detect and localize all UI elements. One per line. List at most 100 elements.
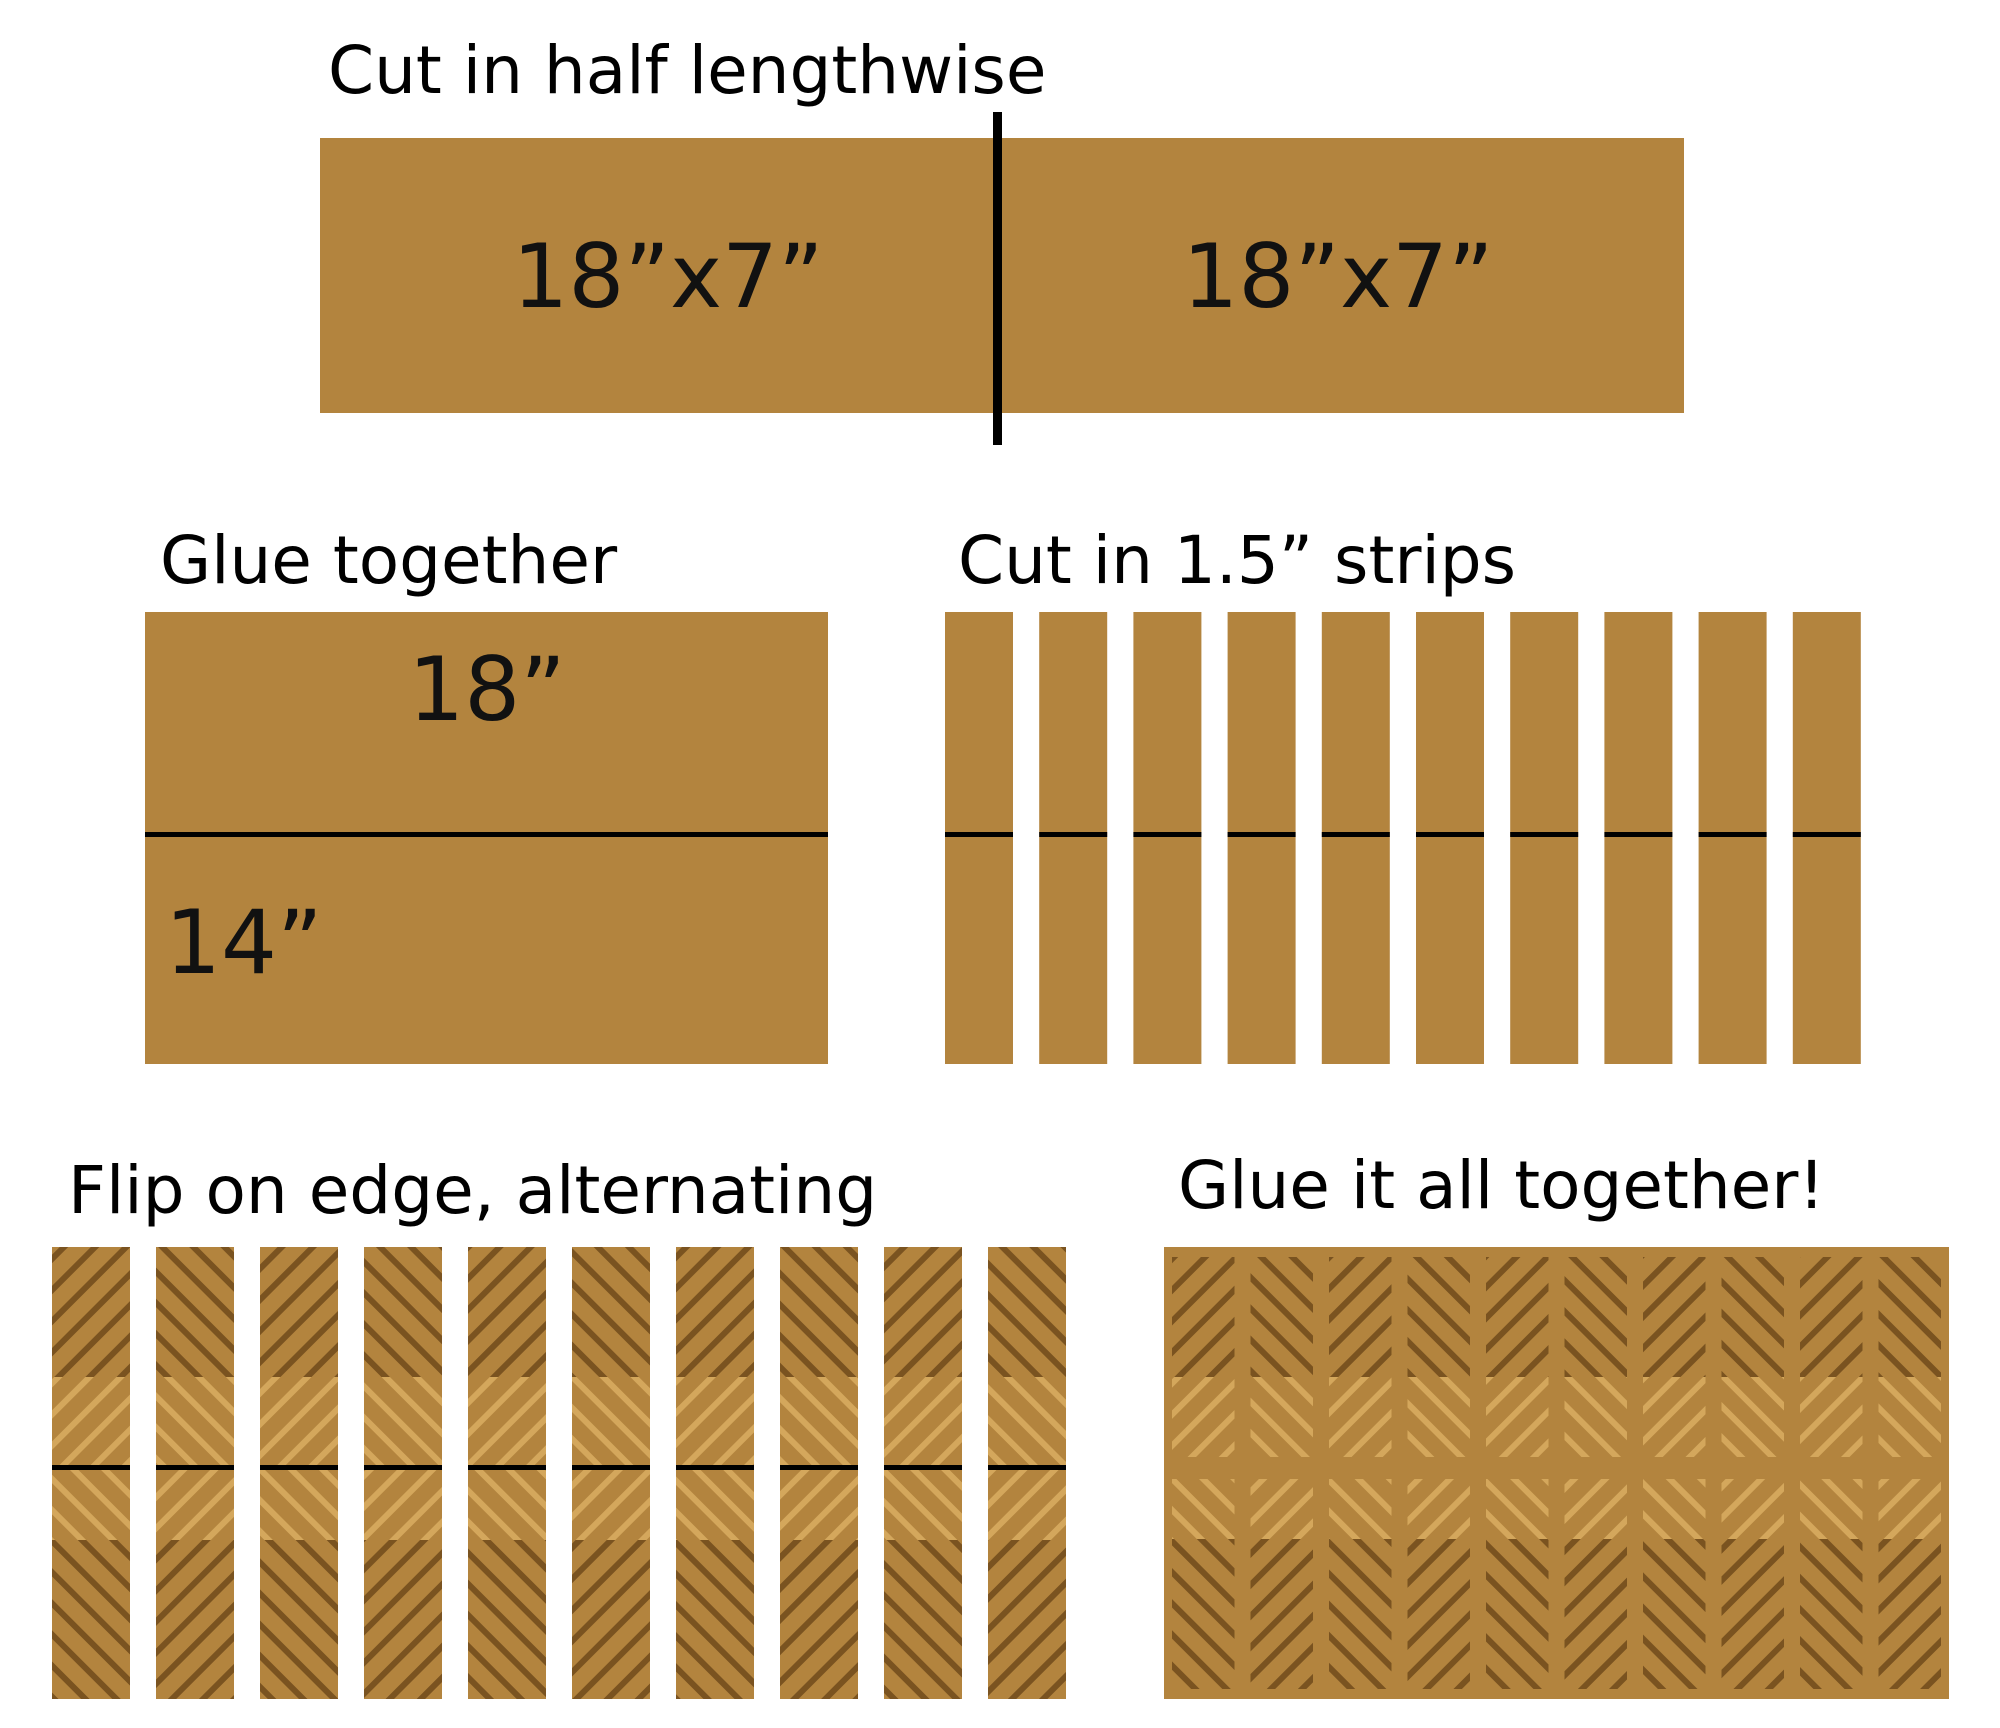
strip-glue-line — [1321, 832, 1390, 837]
grain-lower — [1800, 1539, 1863, 1689]
strip-glue-line — [945, 832, 1013, 837]
flipped-strip — [676, 1247, 754, 1699]
strip — [1039, 612, 1108, 1064]
grain-upper — [884, 1247, 962, 1377]
step5-title: Glue it all together! — [1178, 1147, 1825, 1224]
grain-light-upper — [1329, 1377, 1392, 1457]
grain-light-lower — [468, 1470, 546, 1540]
grain-light-upper — [1721, 1377, 1784, 1457]
grain-upper — [260, 1247, 338, 1377]
strip-glue-line — [884, 1465, 962, 1470]
strip-glue-line — [1039, 832, 1108, 837]
step-glue-together: Glue together 18” 14” — [145, 522, 828, 1064]
grain-upper — [1407, 1257, 1470, 1377]
step-cut-strips: Cut in 1.5” strips — [945, 522, 1861, 1064]
grain-lower — [884, 1540, 962, 1699]
strip-glue-line — [1792, 832, 1861, 837]
strip-glue-line — [1698, 832, 1767, 837]
grain-lower — [364, 1540, 442, 1699]
grain-upper — [676, 1247, 754, 1377]
flipped-strip — [260, 1247, 338, 1699]
grain-lower — [1878, 1539, 1941, 1689]
step-cut-in-half: Cut in half lengthwise 18”x7” 18”x7” — [320, 32, 1684, 445]
grain-upper — [1250, 1257, 1313, 1377]
grain-light-upper — [1172, 1377, 1235, 1457]
grain-lower — [676, 1540, 754, 1699]
grain-light-upper — [1486, 1377, 1549, 1457]
strip-glue-line — [1604, 832, 1673, 837]
grain-light-lower — [988, 1470, 1066, 1540]
strip — [1321, 612, 1390, 1064]
strip — [1416, 612, 1484, 1064]
grain-lower — [156, 1540, 234, 1699]
grain-light-upper — [1564, 1377, 1627, 1457]
grain-light-upper — [52, 1377, 130, 1467]
grain-light-lower — [1407, 1479, 1470, 1539]
panel-column — [1878, 1257, 1941, 1689]
grain-lower — [572, 1540, 650, 1699]
grain-upper — [1172, 1257, 1235, 1377]
grain-light-upper — [1250, 1377, 1313, 1457]
grain-lower — [1486, 1539, 1549, 1689]
grain-upper — [1643, 1257, 1706, 1377]
flipped-strip — [572, 1247, 650, 1699]
grain-light-lower — [780, 1470, 858, 1540]
grain-lower — [1407, 1539, 1470, 1689]
grain-light-lower — [52, 1470, 130, 1540]
grain-lower — [780, 1540, 858, 1699]
grain-light-upper — [156, 1377, 234, 1467]
glued-board — [145, 612, 828, 1064]
grain-light-upper — [884, 1377, 962, 1467]
grain-light-upper — [1407, 1377, 1470, 1457]
grain-light-upper — [364, 1377, 442, 1467]
grain-lower — [1643, 1539, 1706, 1689]
panel-column — [1800, 1257, 1863, 1689]
flipped-strip — [988, 1247, 1066, 1699]
grain-upper — [1721, 1257, 1784, 1377]
grain-light-lower — [1250, 1479, 1313, 1539]
panel-column — [1250, 1257, 1313, 1689]
strip — [1698, 612, 1767, 1064]
cut-line — [993, 112, 1002, 445]
strip-glue-line — [156, 1465, 234, 1470]
flipped-strip — [52, 1247, 130, 1699]
grain-light-lower — [1172, 1479, 1235, 1539]
flipped-strip — [884, 1247, 962, 1699]
grain-light-lower — [676, 1470, 754, 1540]
grain-light-lower — [156, 1470, 234, 1540]
grain-upper — [1800, 1257, 1863, 1377]
strip — [1604, 612, 1673, 1064]
step2-title: Glue together — [160, 522, 618, 599]
grain-lower — [1564, 1539, 1627, 1689]
grain-light-upper — [1800, 1377, 1863, 1457]
grain-upper — [1486, 1257, 1549, 1377]
strip — [1510, 612, 1579, 1064]
grain-light-upper — [676, 1377, 754, 1467]
panel-column — [1721, 1257, 1784, 1689]
grain-lower — [1721, 1539, 1784, 1689]
strip-glue-line — [52, 1465, 130, 1470]
strip-glue-line — [468, 1465, 546, 1470]
step1-title: Cut in half lengthwise — [328, 32, 1046, 109]
grain-light-upper — [1878, 1377, 1941, 1457]
strip — [1792, 612, 1861, 1064]
glue-line — [145, 832, 828, 837]
grain-upper — [52, 1247, 130, 1377]
grain-lower — [468, 1540, 546, 1699]
grain-light-upper — [780, 1377, 858, 1467]
step-flip-alternating: Flip on edge, alternating — [52, 1152, 1066, 1699]
grain-light-lower — [1564, 1479, 1627, 1539]
flipped-strip — [468, 1247, 546, 1699]
grain-light-lower — [1486, 1479, 1549, 1539]
grain-light-lower — [1878, 1479, 1941, 1539]
strip-glue-line — [1227, 832, 1296, 837]
grain-light-upper — [1643, 1377, 1706, 1457]
grain-light-upper — [988, 1377, 1066, 1467]
strip-glue-line — [988, 1465, 1066, 1470]
grain-upper — [468, 1247, 546, 1377]
grain-light-lower — [884, 1470, 962, 1540]
grain-lower — [52, 1540, 130, 1699]
strip-glue-line — [364, 1465, 442, 1470]
step3-title: Cut in 1.5” strips — [958, 522, 1516, 599]
